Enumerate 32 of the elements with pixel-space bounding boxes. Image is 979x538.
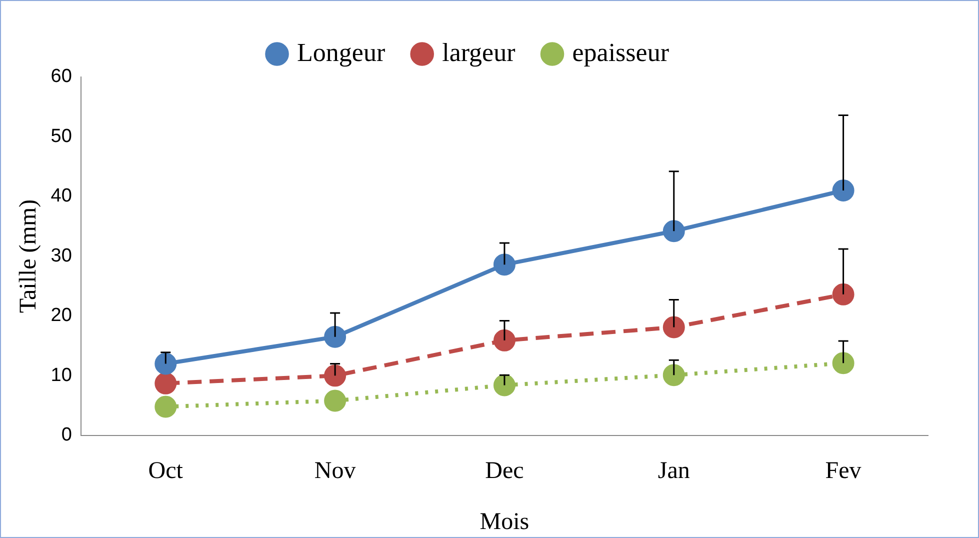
x-tick-label: Nov — [314, 458, 356, 484]
y-tick-label: 60 — [50, 66, 72, 88]
point — [832, 283, 854, 306]
point — [493, 254, 516, 276]
point — [154, 372, 177, 394]
x-tick-label: Oct — [148, 458, 184, 484]
point — [324, 364, 346, 387]
point — [832, 352, 854, 374]
y-tick-label: 10 — [50, 364, 72, 386]
y-tick-label: 50 — [50, 126, 72, 147]
y-tick-label: 40 — [50, 186, 72, 207]
legend-label: epaisseur — [572, 38, 670, 67]
point — [662, 316, 685, 338]
legend-label: Longeur — [297, 38, 386, 67]
point — [324, 390, 346, 412]
point — [154, 352, 177, 375]
y-tick-label: 0 — [61, 424, 72, 446]
y-tick-label: 20 — [50, 305, 72, 326]
x-tick-label: Fev — [825, 458, 862, 484]
x-tick-label: Dec — [485, 458, 524, 484]
y-axis-title: Taille (mm) — [16, 199, 42, 314]
x-axis-title: Mois — [480, 508, 530, 535]
point — [662, 220, 685, 242]
point — [154, 396, 177, 418]
point — [493, 374, 516, 396]
legend-label: largeur — [442, 38, 516, 67]
x-tick-label: Jan — [658, 458, 690, 484]
point — [493, 329, 516, 352]
point — [324, 326, 346, 348]
point — [832, 179, 854, 202]
point — [662, 364, 685, 386]
y-tick-label: 30 — [50, 245, 72, 266]
